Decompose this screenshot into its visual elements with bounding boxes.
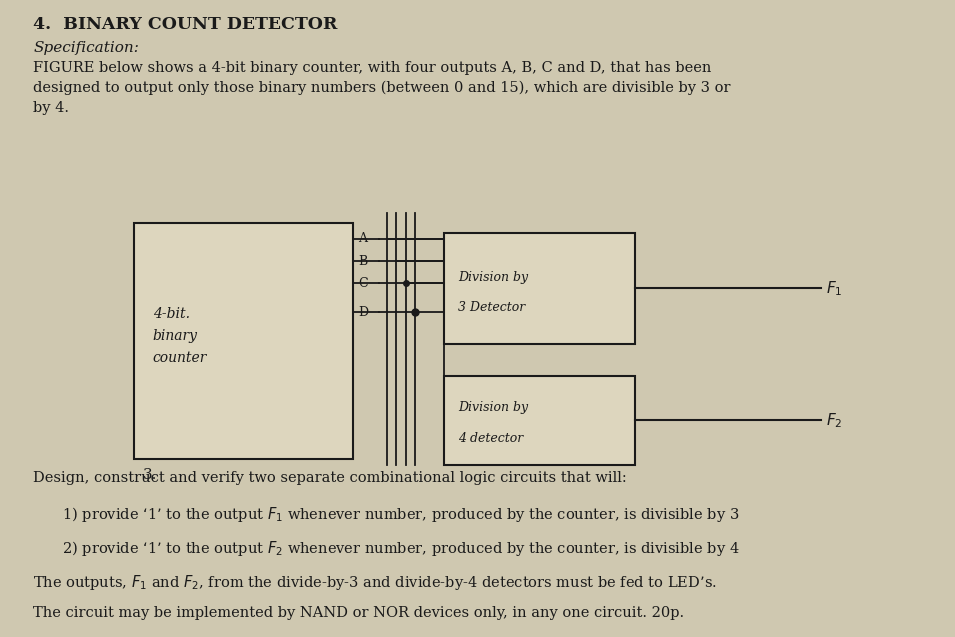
Text: B: B [358,255,368,268]
Text: FIGURE below shows a 4-bit binary counter, with four outputs A, B, C and D, that: FIGURE below shows a 4-bit binary counte… [33,61,711,75]
Text: 4.  BINARY COUNT DETECTOR: 4. BINARY COUNT DETECTOR [33,16,338,33]
Text: Design, construct and verify two separate combinational logic circuits that will: Design, construct and verify two separat… [33,471,627,485]
Text: 3 Detector: 3 Detector [458,301,525,313]
Text: D: D [358,306,369,318]
Text: $F_1$: $F_1$ [826,279,842,297]
Text: by 4.: by 4. [33,101,70,115]
Text: The circuit may be implemented by NAND or NOR devices only, in any one circuit. : The circuit may be implemented by NAND o… [33,606,685,620]
Text: Division by: Division by [458,271,528,283]
Text: A: A [358,233,367,245]
Text: 2) provide ‘1’ to the output $F_2$ whenever number, produced by the counter, is : 2) provide ‘1’ to the output $F_2$ whene… [62,539,740,558]
Text: C: C [358,277,368,290]
Text: 4-bit.
binary
counter: 4-bit. binary counter [153,308,207,365]
Text: $F_2$: $F_2$ [826,411,842,430]
Bar [134,223,353,459]
Text: 1) provide ‘1’ to the output $F_1$ whenever number, produced by the counter, is : 1) provide ‘1’ to the output $F_1$ whene… [62,505,739,524]
Bar [444,233,635,344]
Text: Division by: Division by [458,401,528,413]
Text: The outputs, $F_1$ and $F_2$, from the divide-by-3 and divide-by-4 detectors mus: The outputs, $F_1$ and $F_2$, from the d… [33,573,717,592]
Text: Specification:: Specification: [33,41,139,55]
Bar [444,376,635,465]
Text: 4 detector: 4 detector [458,432,523,445]
Text: designed to output only those binary numbers (between 0 and 15), which are divis: designed to output only those binary num… [33,81,731,96]
Text: 3.: 3. [143,468,158,482]
